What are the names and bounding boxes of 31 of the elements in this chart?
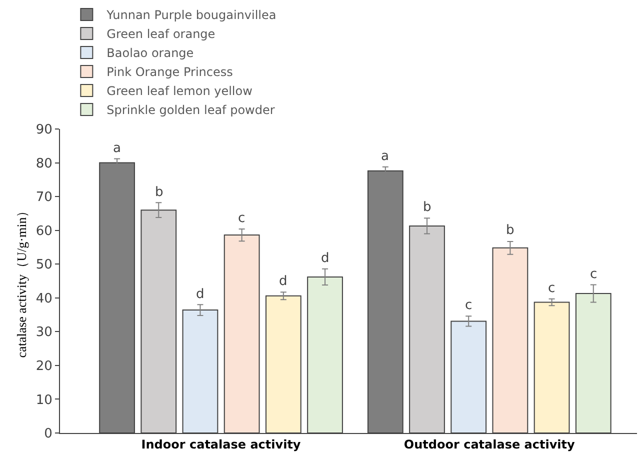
data-label: d (196, 287, 204, 302)
data-label: b (506, 223, 514, 238)
legend-label: Green leaf lemon yellow (106, 84, 253, 98)
y-tick-label: 50 (36, 258, 52, 273)
legend-label: Pink Orange Princess (106, 65, 233, 80)
data-label: d (321, 251, 330, 266)
data-label: b (423, 200, 432, 215)
y-tick-label: 0 (44, 426, 52, 442)
y-axis-title: catalase activity（U/g·min） (14, 204, 29, 358)
y-tick-label: 80 (36, 156, 52, 172)
data-label: c (590, 267, 598, 282)
y-tick-label: 90 (36, 122, 52, 138)
data-label: c (465, 298, 472, 313)
legend-label: Yunnan Purple bougainvillea (106, 8, 276, 22)
y-tick-label: 20 (36, 358, 52, 374)
data-label: b (155, 185, 164, 200)
data-label: c (548, 281, 556, 296)
data-label: c (238, 211, 246, 226)
data-label: a (113, 141, 121, 156)
x-tick-label: Outdoor catalase activity (404, 437, 576, 452)
y-tick-label: 70 (36, 190, 52, 206)
legend-label: Baolao orange (106, 46, 194, 60)
x-tick-label: Indoor catalase activity (141, 437, 301, 452)
y-tick-label: 30 (36, 325, 52, 340)
legend-label: Sprinkle golden leaf powder (106, 103, 275, 118)
data-label: a (381, 149, 389, 164)
data-label: d (279, 274, 288, 289)
legend-label: Green leaf orange (106, 27, 216, 42)
y-tick-label: 40 (36, 291, 52, 306)
y-tick-label: 10 (36, 392, 52, 408)
y-tick-label: 60 (36, 224, 52, 239)
